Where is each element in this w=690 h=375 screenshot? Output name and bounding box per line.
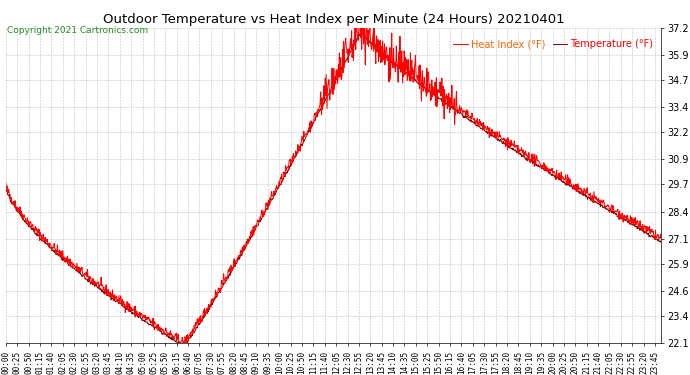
Temperature (°F) [522, 156, 531, 160]
Temperature (°F) [437, 96, 445, 101]
Title: Outdoor Temperature vs Heat Index per Minute (24 Hours) 20210401: Outdoor Temperature vs Heat Index per Mi… [103, 13, 564, 26]
Heat Index (°F) [437, 94, 445, 98]
Temperature (°F) [148, 322, 156, 327]
Heat Index (°F) [522, 153, 531, 157]
Heat Index (°F) [580, 187, 589, 191]
Temperature (°F) [132, 312, 140, 317]
Temperature (°F) [580, 193, 589, 197]
Heat Index (°F) [352, 20, 360, 24]
Temperature (°F) [658, 239, 666, 244]
Text: Copyright 2021 Cartronics.com: Copyright 2021 Cartronics.com [7, 26, 148, 35]
Line: Heat Index (°F): Heat Index (°F) [6, 22, 662, 345]
Heat Index (°F) [132, 314, 140, 319]
Heat Index (°F) [176, 343, 184, 347]
Legend: Heat Index (°F), Temperature (°F): Heat Index (°F), Temperature (°F) [453, 39, 653, 50]
Temperature (°F) [221, 279, 230, 283]
Temperature (°F) [357, 28, 366, 32]
Temperature (°F) [2, 186, 10, 190]
Heat Index (°F) [148, 320, 156, 324]
Line: Temperature (°F): Temperature (°F) [6, 30, 662, 345]
Temperature (°F) [177, 343, 186, 347]
Heat Index (°F) [2, 181, 10, 186]
Heat Index (°F) [658, 235, 666, 239]
Heat Index (°F) [221, 280, 230, 285]
